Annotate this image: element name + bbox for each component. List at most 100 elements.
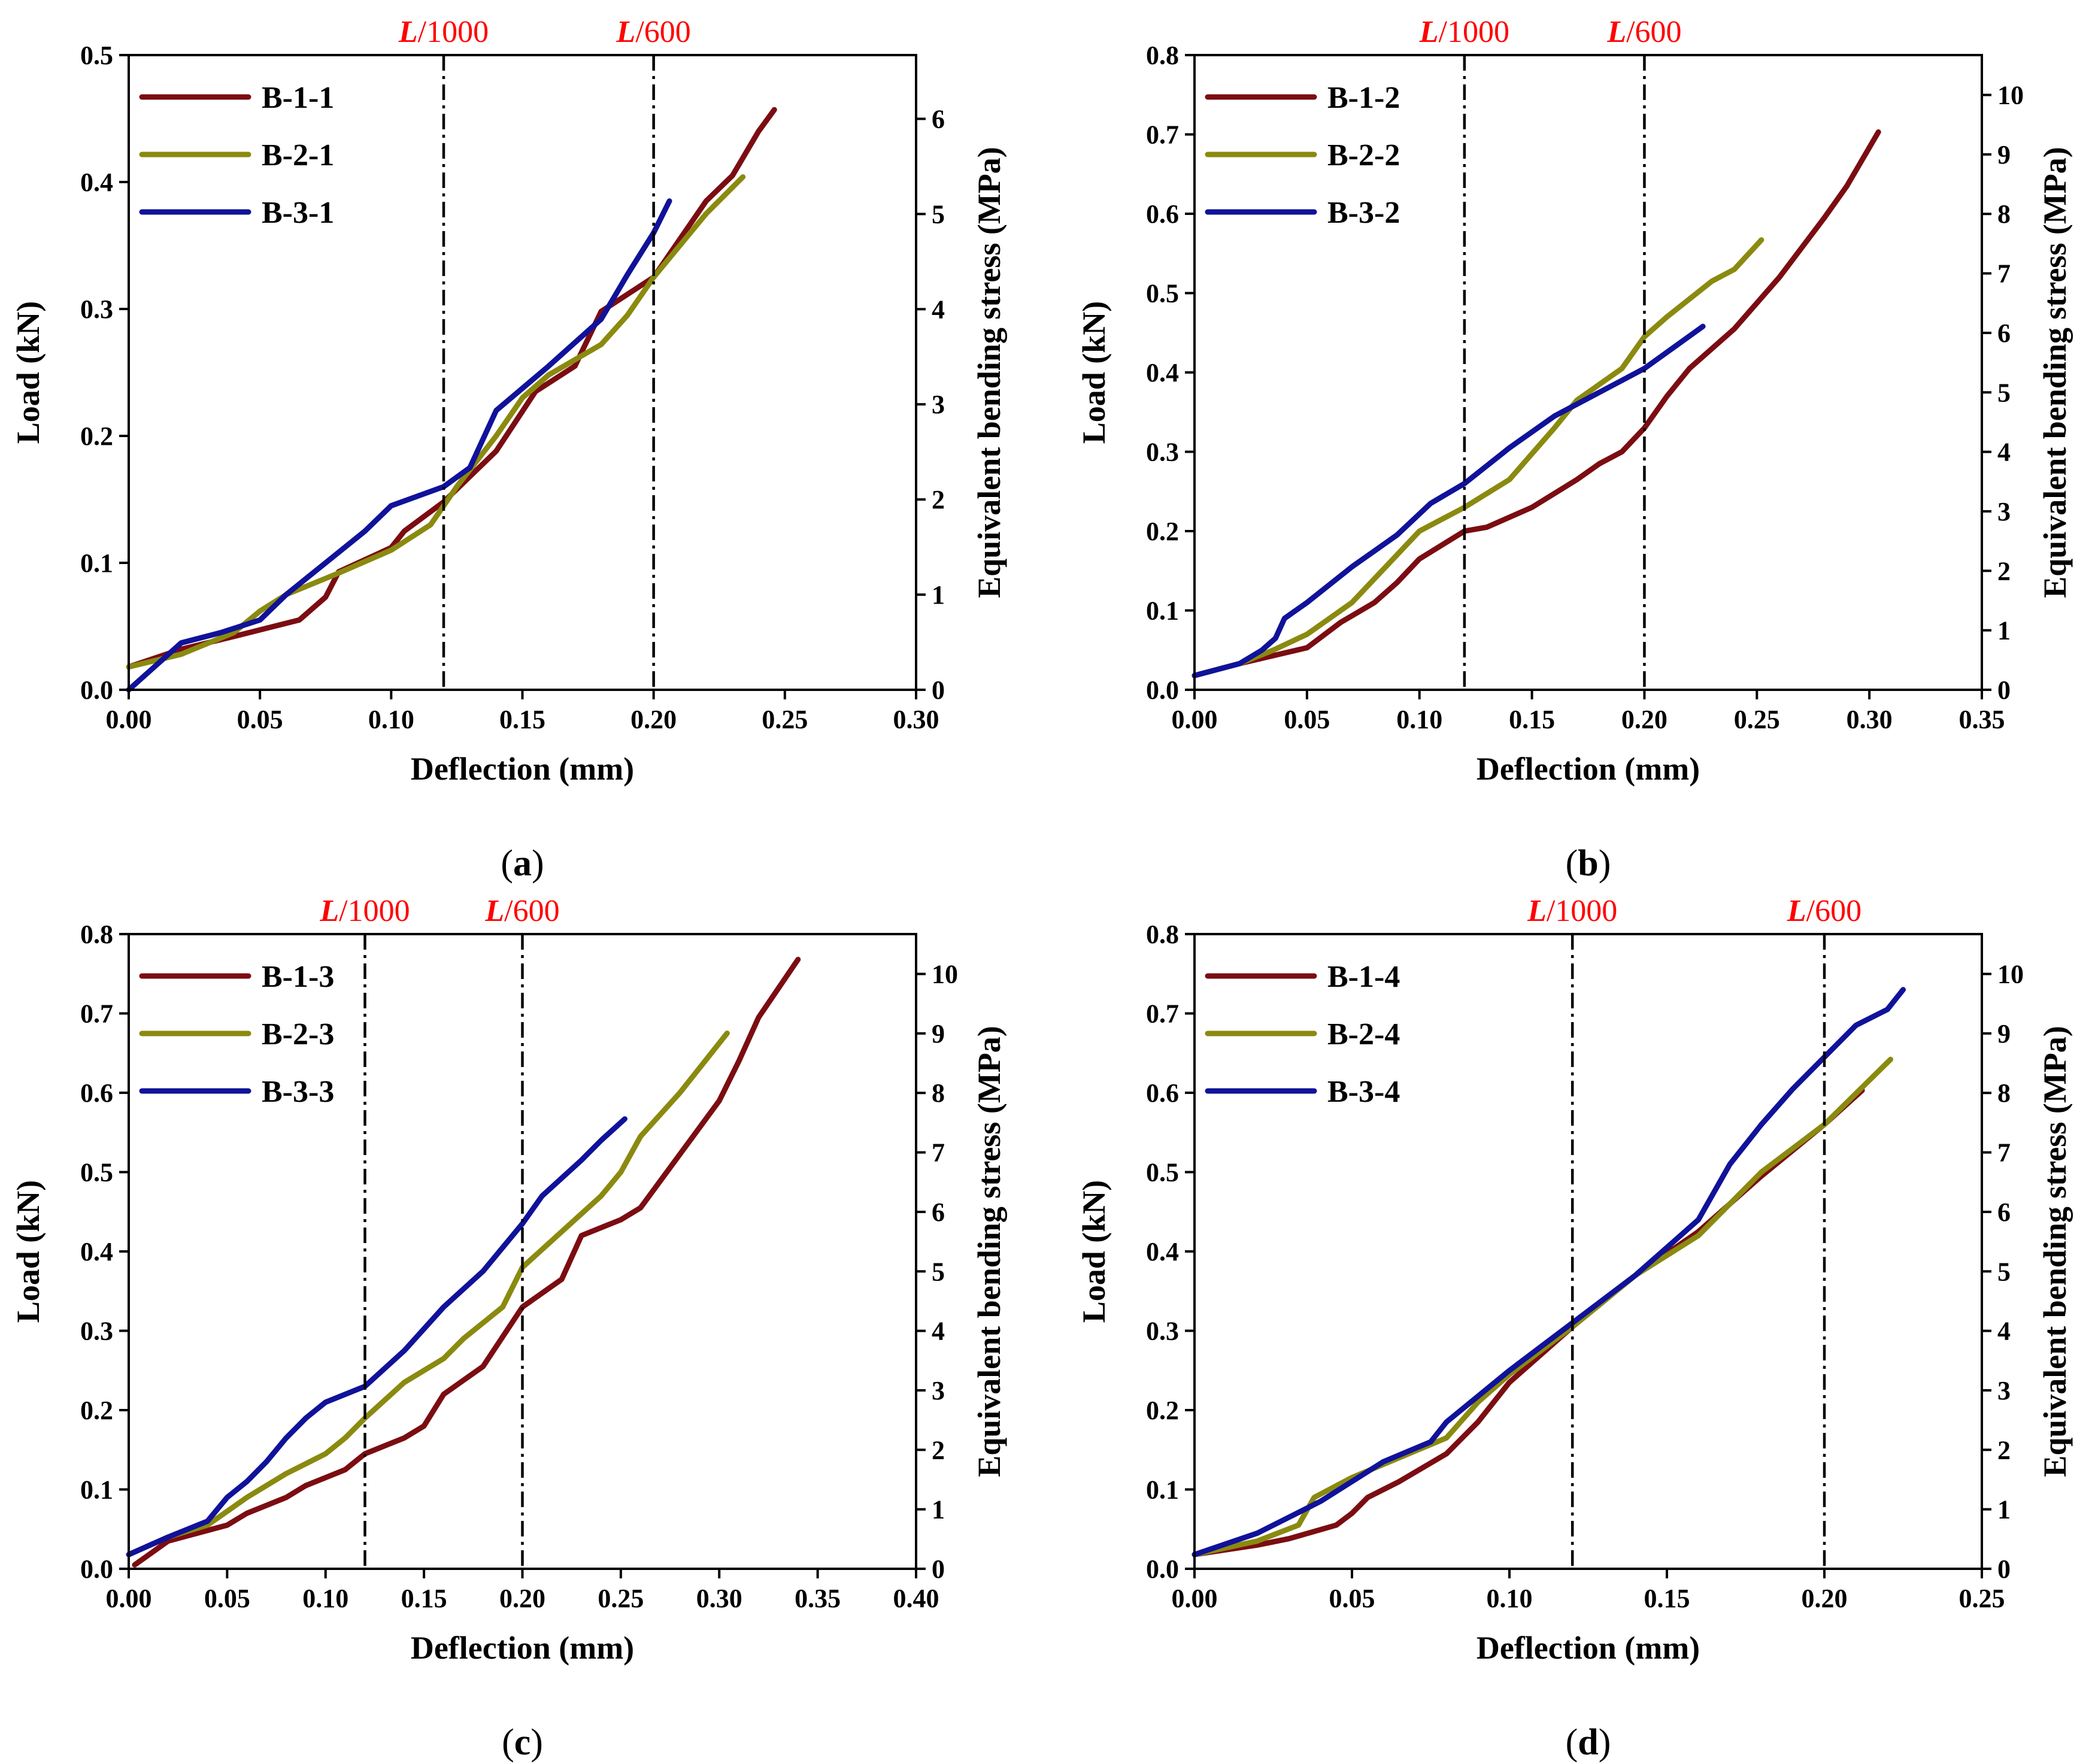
plot-frame	[128, 54, 917, 691]
y2-tick-label: 6	[932, 1198, 945, 1227]
y2-tick-label: 5	[932, 199, 945, 229]
legend-label: B-1-3	[262, 960, 334, 994]
y2-tick-label: 7	[1997, 1138, 2011, 1168]
legend-label: B-1-4	[1327, 960, 1400, 994]
y2-axis-label: Equivalent bending stress (MPa)	[2037, 147, 2073, 598]
x-tick-label: 0.10	[1487, 1584, 1533, 1613]
x-tick-label: 0.00	[106, 1584, 152, 1613]
y2-tick-label: 0	[1997, 1554, 2011, 1584]
y-tick-label: 0.6	[80, 1078, 113, 1108]
legend-label: B-1-2	[1327, 81, 1400, 115]
y2-tick-label: 6	[932, 104, 945, 134]
y2-tick-label: 10	[932, 960, 958, 989]
y2-tick-label: 8	[1997, 1078, 2011, 1108]
y2-tick-label: 2	[1997, 1435, 2011, 1465]
y2-tick-label: 4	[932, 295, 945, 324]
reference-label: L/600	[1606, 15, 1681, 49]
y2-tick-label: 6	[1997, 1198, 2011, 1227]
legend-label: B-3-4	[1327, 1075, 1400, 1109]
reference-label: L/1000	[1419, 15, 1509, 49]
y-tick-label: 0.2	[1146, 517, 1179, 546]
series-line-B-2-1	[126, 174, 746, 670]
y2-tick-label: 3	[1997, 1376, 2011, 1405]
x-tick-label: 0.00	[106, 705, 152, 734]
legend-label: B-3-3	[262, 1075, 334, 1109]
series-line-B-3-3	[126, 1116, 627, 1557]
y2-tick-label: 0	[932, 675, 945, 705]
panel-label: (b)	[1566, 843, 1611, 884]
y-tick-label: 0.6	[1146, 199, 1179, 229]
x-tick-label: 0.20	[499, 1584, 545, 1613]
y2-tick-label: 3	[932, 390, 945, 419]
legend-label: B-3-2	[1327, 196, 1400, 230]
y2-tick-label: 1	[932, 580, 945, 610]
x-axis-label: Deflection (mm)	[1477, 751, 1700, 787]
plot-frame	[1193, 54, 1983, 691]
y2-tick-label: 0	[1997, 675, 2011, 705]
y-tick-label: 0.3	[1146, 438, 1179, 467]
x-tick-label: 0.20	[1621, 705, 1668, 734]
y2-tick-label: 2	[932, 1435, 945, 1465]
y2-tick-label: 10	[1997, 960, 2024, 989]
panel-label: (c)	[502, 1722, 543, 1763]
legend: B-1-4 B-2-4 B-3-4	[1205, 960, 1400, 1109]
y-tick-label: 0.5	[1146, 1158, 1179, 1187]
legend-label: B-2-3	[262, 1017, 334, 1051]
legend: B-1-1 B-2-1 B-3-1	[139, 81, 334, 230]
legend-label: B-1-1	[262, 81, 334, 115]
legend: B-1-3 B-2-3 B-3-3	[139, 960, 334, 1109]
y-tick-label: 0.8	[80, 920, 113, 949]
y2-axis-label: Equivalent bending stress (MPa)	[971, 147, 1007, 598]
y-tick-label: 0.5	[80, 41, 113, 70]
reference-label: L/600	[1787, 894, 1861, 928]
y2-tick-label: 9	[1997, 1019, 2011, 1048]
y-tick-label: 0.3	[80, 295, 113, 324]
series-line-B-2-2	[1192, 237, 1764, 678]
legend: B-1-2 B-2-2 B-3-2	[1205, 81, 1400, 230]
x-tick-label: 0.15	[499, 705, 545, 734]
y2-tick-label: 8	[1997, 199, 2011, 229]
series-line-B-1-2	[1192, 129, 1881, 678]
x-tick-label: 0.35	[795, 1584, 841, 1613]
y-tick-label: 0.6	[1146, 1078, 1179, 1108]
series-line-B-2-3	[126, 1030, 730, 1557]
panel-label: (a)	[501, 843, 544, 884]
legend-label: B-3-1	[262, 196, 334, 230]
x-axis-label: Deflection (mm)	[411, 1630, 634, 1666]
y-tick-label: 0.7	[80, 999, 113, 1029]
x-tick-label: 0.15	[401, 1584, 447, 1613]
y2-tick-label: 4	[1997, 1317, 2011, 1346]
y-tick-label: 0.1	[1146, 596, 1179, 626]
y-tick-label: 0.1	[1146, 1475, 1179, 1505]
y-tick-label: 0.4	[1146, 358, 1179, 387]
y2-tick-label: 0	[932, 1554, 945, 1584]
x-tick-label: 0.20	[1802, 1584, 1848, 1613]
y-tick-label: 0.4	[80, 1237, 113, 1266]
y2-tick-label: 5	[932, 1257, 945, 1286]
x-tick-label: 0.25	[1734, 705, 1780, 734]
series-line-B-3-4	[1192, 987, 1906, 1557]
y-axis-label: Load (kN)	[1076, 301, 1112, 444]
y2-tick-label: 5	[1997, 1257, 2011, 1286]
x-tick-label: 0.25	[598, 1584, 644, 1613]
y2-tick-label: 4	[932, 1317, 945, 1346]
series-line-B-1-1	[126, 107, 777, 670]
y2-tick-label: 3	[932, 1376, 945, 1405]
series-line-B-3-1	[126, 198, 672, 693]
reference-label: L/600	[484, 894, 559, 928]
x-axis-label: Deflection (mm)	[1477, 1630, 1700, 1666]
y-tick-label: 0.5	[1146, 279, 1179, 308]
y-tick-label: 0.1	[80, 1475, 113, 1505]
legend-label: B-2-4	[1327, 1017, 1400, 1051]
y-tick-label: 0.0	[80, 1554, 113, 1584]
x-tick-label: 0.10	[368, 705, 414, 734]
series-line-B-3-2	[1192, 323, 1706, 678]
x-tick-label: 0.10	[1396, 705, 1442, 734]
x-tick-label: 0.00	[1172, 1584, 1218, 1613]
y2-tick-label: 2	[1997, 556, 2011, 586]
reference-label: L/600	[616, 15, 691, 49]
y2-axis-label: Equivalent bending stress (MPa)	[2037, 1026, 2073, 1477]
